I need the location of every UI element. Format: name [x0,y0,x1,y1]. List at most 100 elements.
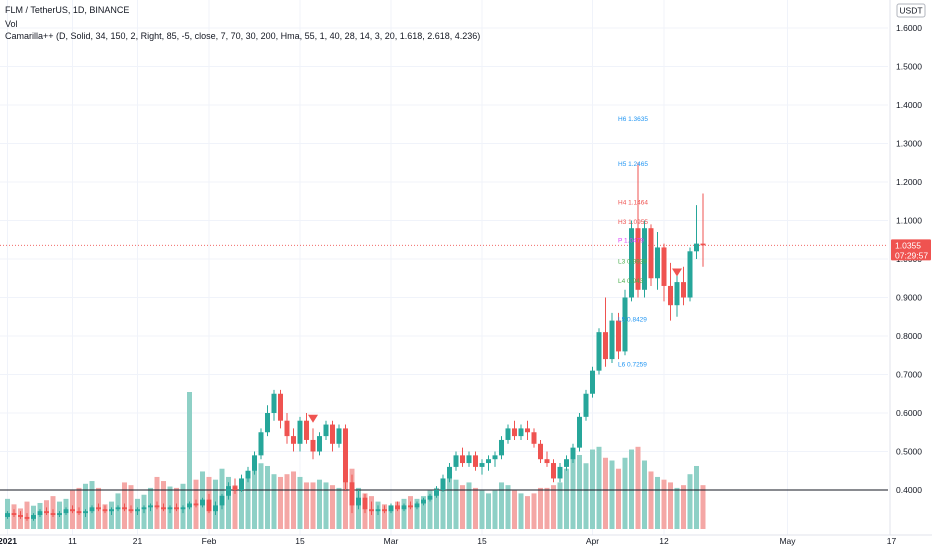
legend-indicator[interactable]: Camarilla++ (D, Solid, 34, 150, 2, Right… [5,31,481,41]
volume-bar [564,468,569,529]
volume-bar [681,485,686,529]
candle-body [486,459,491,464]
candle-body [11,513,17,516]
volume-bar [323,482,329,529]
candle-body [564,459,569,467]
candle-body [187,503,192,508]
candle-body [700,243,706,246]
sell-signal-icon [672,268,682,277]
volume-bar [401,498,407,529]
volume-bar [661,479,667,529]
candle-body [356,497,361,506]
candle-body [70,509,75,512]
candle-body [408,505,413,508]
candle-body [252,455,257,471]
price-axis-bg [890,0,932,550]
candle-body [453,455,459,467]
x-tick-label: 21 [133,536,143,546]
volume-bar [479,490,485,529]
volume-bar [187,392,192,529]
candle-body [531,432,537,444]
candle-body [421,499,426,504]
sell-signals [308,268,682,423]
candle-body [24,516,30,519]
candle-body [629,228,634,298]
x-tick-label: Apr [586,536,599,546]
legend-volume[interactable]: Vol [5,19,18,29]
candle-body [603,332,608,360]
level-label: H4 1.1464 [618,200,648,207]
volume-bar [265,465,270,529]
candle-body [265,413,270,433]
volume-bar [466,482,472,529]
candle-body [525,428,530,433]
volume-bar [629,449,634,529]
volume-bar [583,463,589,529]
volume-bar [694,465,699,529]
volume-bar [447,476,452,529]
candle-body [291,436,296,444]
candle-body [447,466,452,479]
legend-symbol[interactable]: FLM / TetherUS, 1D, BINANCE [5,5,130,15]
candle-body [330,424,335,444]
candle-body [544,459,550,464]
candle-body [648,228,654,279]
candle-body [167,507,173,510]
volume-bar [226,476,231,529]
volume-bar [414,498,420,529]
volume-bar [687,474,693,529]
candle-body [37,511,43,516]
candle-body [674,282,680,306]
y-tick-label: 1.6000 [896,23,922,33]
candle-body [115,507,121,510]
volume-bar [89,481,95,529]
candle-body [661,247,667,286]
candle-body [50,513,56,516]
volume-bar [427,490,433,529]
level-label: L4 0.943 [618,278,644,285]
volume-bar [674,487,680,529]
volume-bar [531,493,537,529]
y-tick-label: 0.7000 [896,370,922,380]
y-tick-label: 0.5000 [896,447,922,457]
volume-bar [512,490,517,529]
time-axis[interactable]: 20211121Feb15Mar15Apr12May17Jun [0,534,932,550]
volume-bar [648,471,654,529]
camarilla-levels: H6 1.3635 H5 1.2465 H4 1.1464 H3 1.0955 P 1.… [618,116,648,368]
y-tick-label: 1.3000 [896,139,922,149]
candles[interactable] [5,162,706,521]
volume-bar [544,487,550,529]
x-tick-label: 2021 [0,536,17,546]
volume-bar [408,496,413,529]
candle-body [245,470,251,479]
currency-label[interactable]: USDT [896,3,926,18]
countdown-timer: 07:29:57 [895,250,928,260]
volume-bar [232,485,238,529]
candle-body [362,497,368,510]
candle-body [18,515,23,517]
candle-body [278,393,283,421]
volume-bar [271,474,277,529]
horizontal-line[interactable] [0,244,888,491]
candle-body [492,455,498,460]
candle-body [473,455,478,467]
price-axis[interactable]: 1.60001.50001.40001.30001.20001.10001.00… [889,0,932,550]
candle-body [180,507,186,510]
volume-bar [109,501,114,529]
volume-bar [421,496,426,529]
volume-bar [492,490,498,529]
candle-body [687,251,693,298]
candle-body [141,507,147,510]
level-label: L5 0.8429 [618,316,647,323]
candle-body [193,503,199,506]
candle-body [681,282,686,298]
candle-body [401,505,407,510]
volume-bar [453,479,459,529]
candle-body [414,503,420,508]
volume-bar [486,493,491,529]
candle-body [499,439,504,456]
candle-body [148,505,153,508]
candle-body [83,511,88,514]
volume-bar [317,479,322,529]
